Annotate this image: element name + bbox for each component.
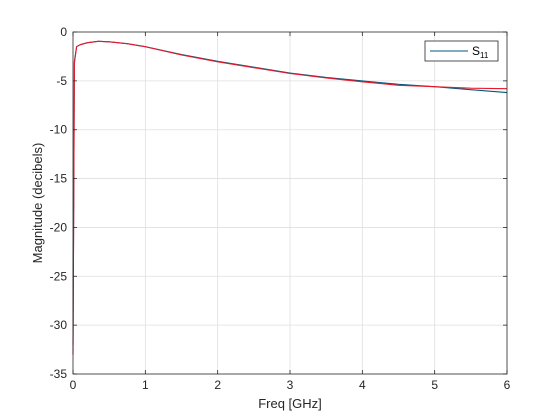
legend: S11 — [424, 40, 499, 62]
legend-label-subscript: 11 — [480, 51, 489, 60]
x-tick-label: 4 — [359, 378, 366, 392]
legend-label: S11 — [472, 44, 489, 60]
axis-ticks: 0 1 2 3 4 5 6 0 -5 -10 -15 -20 -25 -30 -35 — [50, 25, 511, 392]
y-tick-label: -25 — [50, 269, 68, 283]
y-axis-label: Magnitude (decibels) — [30, 143, 45, 264]
y-tick-label: -20 — [50, 220, 68, 234]
x-tick-label: 5 — [431, 378, 438, 392]
series-line-2 — [72, 40, 508, 355]
x-tick-label: 3 — [287, 378, 294, 392]
grid-lines — [73, 32, 507, 374]
y-tick-label: 0 — [60, 25, 67, 39]
series-lines — [72, 40, 508, 355]
x-tick-label: 2 — [214, 378, 221, 392]
x-tick-label: 1 — [142, 378, 149, 392]
legend-label-base: S — [472, 44, 480, 58]
y-tick-label: -15 — [50, 172, 68, 186]
x-axis-label: Freq [GHz] — [258, 396, 322, 411]
x-tick-label: 6 — [504, 378, 511, 392]
x-tick-label: 0 — [70, 378, 77, 392]
y-tick-label: -5 — [56, 74, 67, 88]
y-tick-label: -35 — [50, 367, 68, 381]
y-tick-label: -30 — [50, 318, 68, 332]
y-tick-label: -10 — [50, 123, 68, 137]
